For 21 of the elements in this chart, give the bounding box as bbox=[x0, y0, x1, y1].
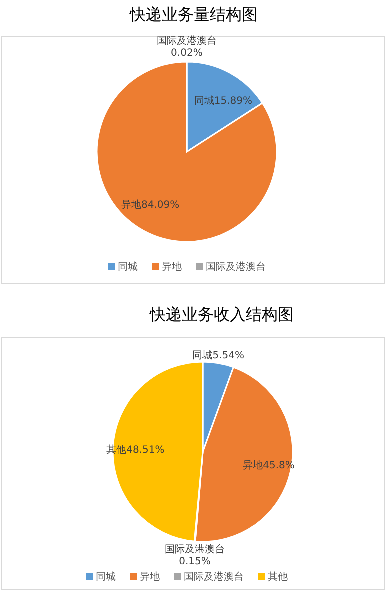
data-label: 15.89% bbox=[214, 96, 253, 107]
legend-label: 其他 bbox=[268, 571, 288, 583]
legend-label: 异地 bbox=[140, 571, 160, 583]
legend-label: 同城 bbox=[96, 571, 116, 583]
chart-title: 快递业务量结构图 bbox=[129, 5, 258, 24]
data-label: 0.15% bbox=[179, 556, 211, 568]
data-label: 84.09% bbox=[142, 200, 180, 212]
data-label: 48.51% bbox=[126, 445, 165, 456]
slice-label: 异地 bbox=[243, 460, 264, 472]
slice-label: 国际及港澳台 bbox=[156, 35, 217, 47]
legend-label: 国际及港澳台 bbox=[184, 571, 244, 583]
legend-label: 异地 bbox=[162, 261, 182, 273]
slice-label: 国际及港澳台 bbox=[165, 544, 226, 556]
legend-label: 国际及港澳台 bbox=[206, 261, 266, 273]
chart-title: 快递业务收入结构图 bbox=[149, 305, 294, 324]
legend-label: 同城 bbox=[118, 261, 138, 273]
slice-label: 同城 bbox=[194, 94, 214, 107]
data-label: 0.02% bbox=[171, 48, 203, 59]
data-label: 5.54% bbox=[212, 350, 244, 362]
slice-label: 同城 bbox=[192, 349, 213, 362]
slice-label: 异地 bbox=[122, 199, 142, 212]
